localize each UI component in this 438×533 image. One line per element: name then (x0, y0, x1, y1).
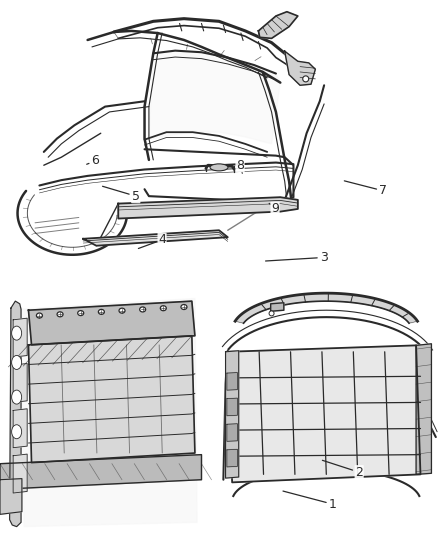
Text: 1: 1 (329, 498, 337, 511)
Polygon shape (227, 373, 237, 390)
Polygon shape (226, 351, 239, 478)
Polygon shape (118, 197, 298, 219)
Polygon shape (271, 303, 284, 311)
Polygon shape (10, 301, 21, 527)
Text: 7: 7 (379, 184, 387, 197)
Polygon shape (235, 293, 417, 323)
Polygon shape (13, 318, 27, 357)
Polygon shape (258, 12, 298, 38)
Polygon shape (227, 424, 237, 441)
Polygon shape (0, 455, 201, 489)
Ellipse shape (12, 390, 21, 404)
Polygon shape (416, 344, 431, 474)
Ellipse shape (210, 164, 228, 171)
Ellipse shape (303, 76, 309, 82)
Polygon shape (13, 364, 27, 402)
Text: 5: 5 (132, 190, 140, 203)
Polygon shape (227, 398, 237, 416)
Ellipse shape (12, 356, 21, 369)
Ellipse shape (99, 309, 104, 314)
Ellipse shape (160, 306, 166, 311)
Ellipse shape (181, 304, 187, 310)
Ellipse shape (36, 313, 42, 318)
Polygon shape (285, 51, 315, 85)
Ellipse shape (269, 311, 274, 316)
Ellipse shape (12, 326, 21, 340)
Ellipse shape (78, 311, 84, 316)
Polygon shape (21, 298, 197, 527)
Polygon shape (228, 345, 420, 482)
Polygon shape (0, 479, 22, 514)
Text: 8: 8 (236, 159, 244, 172)
Polygon shape (83, 230, 228, 246)
Ellipse shape (119, 308, 125, 313)
Polygon shape (28, 301, 195, 345)
Text: 4: 4 (158, 233, 166, 246)
Ellipse shape (12, 425, 21, 439)
Text: 9: 9 (271, 203, 279, 215)
Polygon shape (13, 454, 27, 493)
Polygon shape (13, 409, 27, 448)
Text: 3: 3 (320, 251, 328, 264)
Ellipse shape (57, 312, 63, 317)
Text: 2: 2 (355, 466, 363, 479)
Ellipse shape (140, 307, 146, 312)
Polygon shape (28, 336, 195, 463)
Polygon shape (227, 449, 237, 467)
Text: 6: 6 (92, 155, 99, 167)
Polygon shape (149, 51, 280, 144)
